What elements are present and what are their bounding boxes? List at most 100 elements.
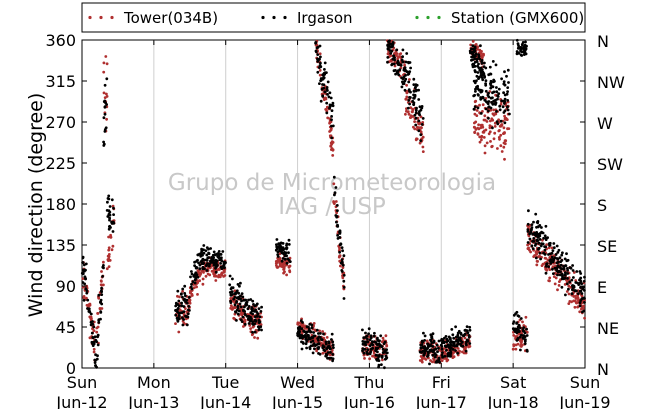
point-1-1198: [483, 76, 486, 79]
point-1-774: [377, 355, 381, 358]
point-1-773: [369, 334, 373, 338]
point-1-975: [433, 352, 437, 355]
point-1-1321: [515, 310, 519, 314]
point-1-63: [96, 335, 99, 339]
point-1-1553: [578, 278, 581, 282]
point-1-61: [100, 293, 104, 296]
point-1-398: [237, 309, 241, 313]
point-1-115: [107, 227, 111, 231]
point-1-1106: [447, 346, 451, 349]
point-0-1535: [550, 246, 554, 250]
point-1-1244: [497, 87, 501, 91]
point-1-704: [338, 232, 342, 235]
point-0-919: [405, 97, 408, 101]
point-1-440: [275, 243, 278, 247]
point-1-1573: [551, 267, 554, 271]
point-1-1557: [560, 259, 564, 262]
point-1-415: [237, 297, 240, 300]
point-1-1585: [559, 266, 562, 270]
point-1-663: [323, 71, 327, 74]
point-1-606: [319, 99, 323, 103]
point-1-1041: [468, 342, 472, 345]
point-1-266: [209, 247, 213, 250]
point-1-679: [338, 236, 342, 239]
point-1-896: [414, 85, 417, 89]
point-0-461: [281, 264, 284, 268]
point-1-315: [238, 302, 242, 306]
point-0-295: [217, 273, 221, 277]
point-1-158: [177, 304, 181, 308]
point-0-1502: [568, 300, 572, 303]
point-1-404: [244, 303, 248, 306]
point-1-694: [336, 234, 339, 237]
point-1-212: [191, 280, 195, 284]
point-1-1282: [492, 90, 496, 94]
point-0-897: [405, 83, 408, 87]
point-0-917: [417, 122, 421, 126]
point-0-1270: [498, 124, 502, 128]
point-1-1582: [549, 262, 553, 265]
point-1-1013: [443, 336, 446, 340]
point-1-550: [313, 347, 316, 351]
point-1-67: [95, 357, 99, 361]
point-0-520: [315, 349, 318, 353]
point-1-390: [250, 309, 254, 313]
point-1-387: [257, 307, 261, 310]
point-1-639: [316, 58, 320, 61]
point-1-1565: [556, 273, 559, 277]
point-1-82: [103, 112, 107, 116]
point-1-1235: [475, 79, 478, 83]
point-1-1370: [517, 44, 520, 47]
point-1-661: [327, 95, 331, 99]
legend-marker-1-1: [272, 15, 276, 20]
point-1-1027: [463, 329, 467, 332]
point-1-1121: [471, 58, 475, 62]
point-0-1255: [480, 138, 483, 142]
point-1-110: [108, 205, 112, 208]
point-1-414: [234, 310, 237, 314]
point-0-1241: [492, 113, 496, 117]
point-0-455: [278, 261, 282, 265]
point-1-1191: [484, 79, 488, 83]
point-1-1236: [506, 86, 510, 89]
point-1-1281: [503, 97, 507, 101]
point-1-1524: [572, 276, 575, 279]
point-0-74: [99, 283, 103, 287]
point-1-1317: [519, 348, 522, 352]
point-1-325: [251, 330, 254, 334]
point-0-75: [102, 260, 105, 264]
point-1-1224: [503, 109, 507, 113]
point-1-1480: [566, 277, 569, 280]
point-1-1438: [541, 231, 545, 235]
point-1-324: [228, 274, 232, 278]
point-0-1515: [573, 305, 577, 309]
x-tick-date-2: Jun-14: [199, 393, 251, 409]
point-1-1259: [498, 104, 502, 108]
point-1-1167: [484, 89, 488, 93]
point-1-754: [371, 343, 375, 347]
point-1-410: [228, 291, 232, 294]
point-1-1074: [448, 341, 452, 344]
point-1-1475: [544, 224, 548, 228]
point-1-588: [317, 347, 320, 351]
point-0-1142: [479, 54, 483, 58]
point-1-1274: [500, 77, 503, 81]
point-0-64: [100, 280, 103, 283]
point-1-1380: [523, 46, 526, 50]
point-1-696: [334, 186, 338, 189]
point-0-67: [95, 326, 99, 330]
point-1-127: [187, 296, 191, 299]
point-1-68: [96, 343, 100, 347]
point-1-543: [317, 342, 321, 346]
point-1-295: [204, 258, 208, 262]
point-1-1062: [461, 344, 465, 348]
point-1-1562: [562, 267, 566, 271]
point-0-1158: [499, 133, 503, 137]
point-1-254: [217, 250, 221, 253]
point-1-1549: [570, 292, 574, 295]
point-1-1535: [568, 266, 572, 269]
point-1-801: [389, 52, 393, 55]
legend: Tower(034B) Irgason Station (GMX600): [81, 2, 586, 33]
point-0-464: [278, 252, 282, 256]
point-1-1552: [547, 253, 550, 256]
